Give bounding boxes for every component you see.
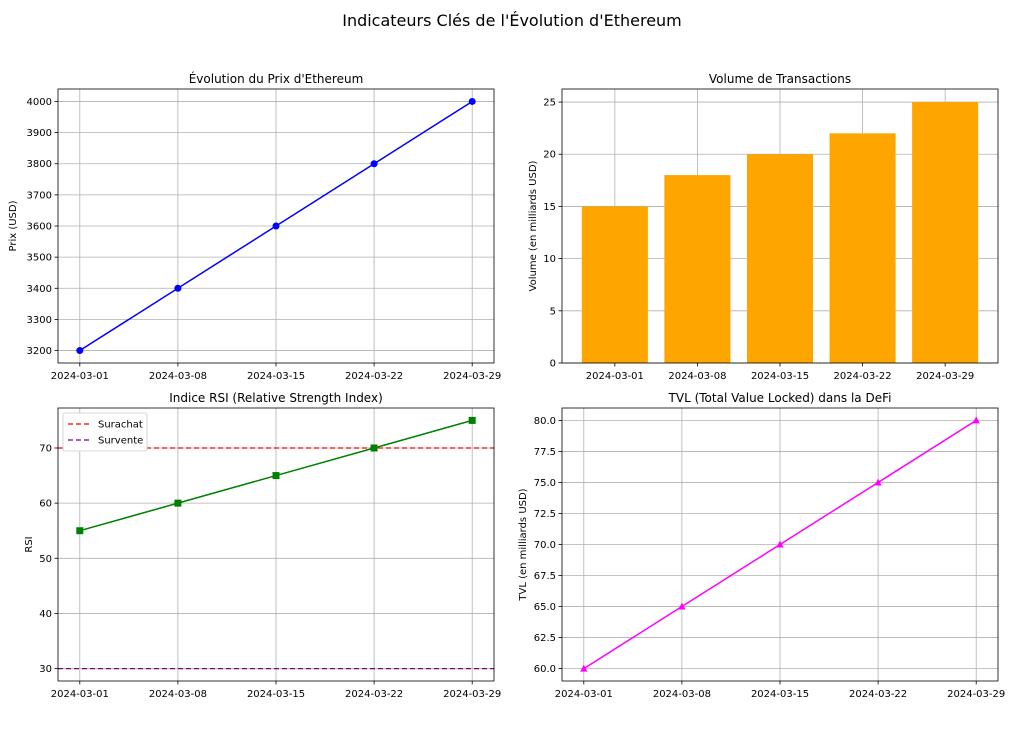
bar <box>912 102 979 364</box>
x-tick-label: 2024-03-08 <box>653 689 711 700</box>
y-tick-label: 65.0 <box>534 602 556 613</box>
data-point <box>468 97 476 105</box>
data-point <box>174 499 182 507</box>
data-point <box>468 416 476 424</box>
x-tick-label: 2024-03-29 <box>916 371 974 382</box>
y-tick-label: 3400 <box>27 284 52 295</box>
y-tick-label: 62.5 <box>534 633 556 644</box>
y-tick-label: 3200 <box>27 346 52 357</box>
y-tick-label: 67.5 <box>534 571 556 582</box>
chart-title: Indice RSI (Relative Strength Index) <box>169 391 383 405</box>
y-tick-label: 80.0 <box>534 416 556 427</box>
x-tick-label: 2024-03-29 <box>947 689 1005 700</box>
data-point <box>370 160 378 168</box>
y-tick-label: 4000 <box>27 97 52 108</box>
x-tick-label: 2024-03-15 <box>247 689 305 700</box>
figure-title: Indicateurs Clés de l'Évolution d'Ethere… <box>342 11 682 30</box>
y-tick-label: 10 <box>543 254 556 265</box>
x-tick-label: 2024-03-01 <box>586 371 644 382</box>
y-tick-label: 3300 <box>27 315 52 326</box>
x-tick-label: 2024-03-08 <box>668 371 726 382</box>
y-axis-label: RSI <box>24 536 35 552</box>
chart-title: Évolution du Prix d'Ethereum <box>189 71 364 86</box>
x-tick-label: 2024-03-01 <box>555 689 613 700</box>
y-tick-label: 40 <box>39 609 52 620</box>
x-tick-label: 2024-03-01 <box>51 689 109 700</box>
y-axis-label: Prix (USD) <box>8 200 19 251</box>
data-point <box>272 222 280 230</box>
chart-panel-4: 2024-03-01 2024-03-08 2024-03-15 2024-03-22… <box>518 391 1005 700</box>
x-tick-label: 2024-03-08 <box>149 371 207 382</box>
y-tick-label: 72.5 <box>534 509 556 520</box>
data-point <box>174 284 182 292</box>
y-tick-label: 30 <box>39 664 52 675</box>
y-axis-label: Volume (en milliards USD) <box>528 160 539 291</box>
y-tick-label: 25 <box>543 98 556 109</box>
data-point <box>972 416 980 424</box>
x-tick-label: 2024-03-29 <box>443 371 501 382</box>
x-tick-label: 2024-03-15 <box>247 371 305 382</box>
chart-panel-2: 2024-03-01 2024-03-08 2024-03-15 2024-03-22… <box>528 72 999 382</box>
y-tick-label: 5 <box>550 306 556 317</box>
y-axis-label: TVL (en milliards USD) <box>518 488 529 601</box>
x-tick-label: 2024-03-08 <box>149 689 207 700</box>
legend-box <box>62 412 148 452</box>
x-tick-label: 2024-03-22 <box>849 689 907 700</box>
legend-label: Survente <box>98 436 143 447</box>
y-tick-label: 60.0 <box>534 664 556 675</box>
data-point <box>776 540 784 548</box>
legend-label: Surachat <box>98 420 143 431</box>
y-tick-label: 77.5 <box>534 447 556 458</box>
data-point <box>874 478 882 486</box>
data-point <box>272 472 280 480</box>
y-tick-label: 70 <box>39 443 52 454</box>
data-point <box>370 444 378 452</box>
y-tick-label: 3900 <box>27 128 52 139</box>
y-tick-label: 50 <box>39 554 52 565</box>
grid <box>58 89 494 363</box>
grid <box>562 408 998 681</box>
bar <box>664 175 731 363</box>
y-tick-label: 3800 <box>27 159 52 170</box>
chart-title: Volume de Transactions <box>709 72 851 86</box>
y-tick-label: 3600 <box>27 222 52 233</box>
chart-panel-1: 2024-03-01 2024-03-08 2024-03-15 2024-03-22… <box>8 71 501 382</box>
y-tick-label: 3500 <box>27 253 52 264</box>
x-tick-label: 2024-03-15 <box>751 371 809 382</box>
data-point <box>76 347 84 355</box>
y-tick-label: 0 <box>550 359 556 370</box>
y-tick-label: 15 <box>543 202 556 213</box>
bar <box>581 206 648 363</box>
chart-panel-3: 2024-03-01 2024-03-08 2024-03-15 2024-03-22… <box>24 391 501 700</box>
y-tick-label: 75.0 <box>534 478 556 489</box>
data-point <box>678 602 686 610</box>
bar <box>746 154 814 363</box>
x-tick-label: 2024-03-22 <box>345 689 403 700</box>
x-tick-label: 2024-03-29 <box>443 689 501 700</box>
data-point <box>76 527 84 535</box>
x-tick-label: 2024-03-15 <box>751 689 809 700</box>
bar <box>829 133 896 363</box>
x-tick-label: 2024-03-22 <box>345 371 403 382</box>
legend: Surachat Survente <box>62 412 148 452</box>
y-tick-label: 70.0 <box>534 540 556 551</box>
chart-title: TVL (Total Value Locked) dans la DeFi <box>668 391 892 405</box>
x-tick-label: 2024-03-01 <box>51 371 109 382</box>
y-tick-label: 20 <box>543 150 556 161</box>
y-tick-label: 3700 <box>27 190 52 201</box>
y-tick-label: 60 <box>39 499 52 510</box>
data-point <box>580 664 588 672</box>
x-tick-label: 2024-03-22 <box>834 371 892 382</box>
